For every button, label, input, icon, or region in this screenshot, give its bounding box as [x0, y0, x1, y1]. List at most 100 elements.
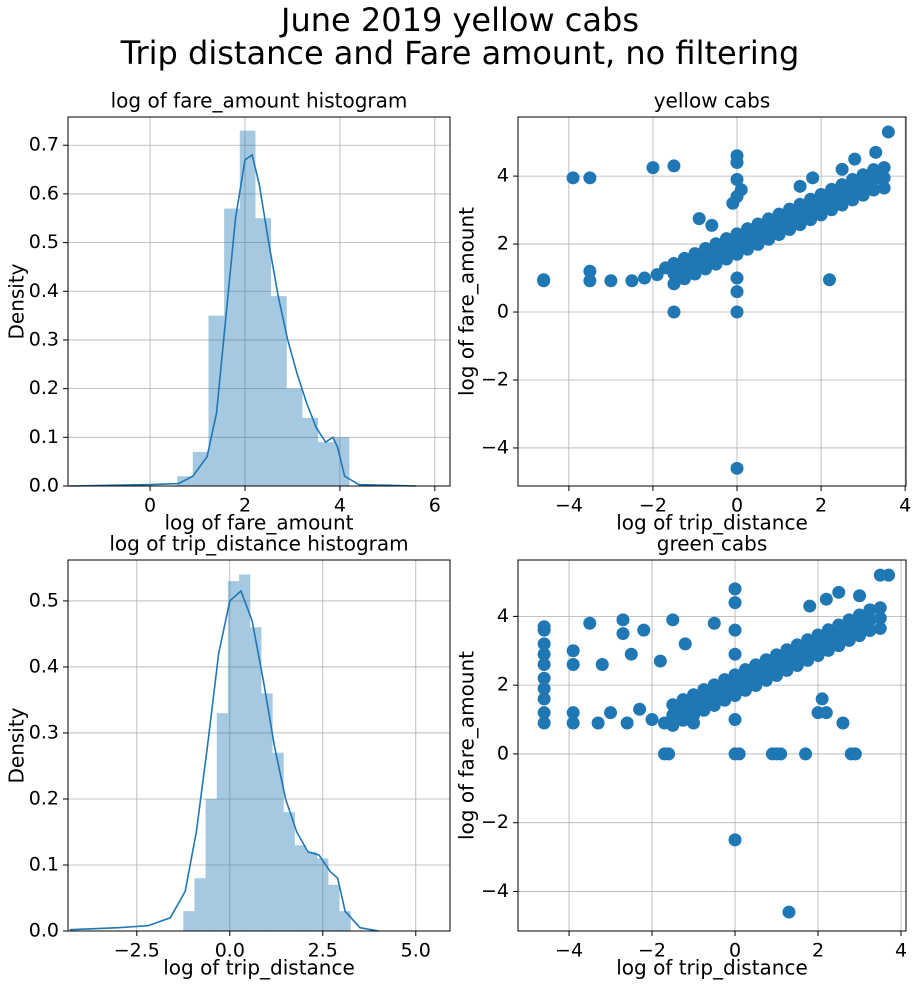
scatter-point [730, 247, 744, 261]
scatter-point [537, 637, 551, 651]
scatter-point [676, 713, 690, 727]
kde-line [69, 589, 379, 932]
scatter-point [720, 252, 734, 266]
scatter-point [604, 706, 618, 720]
scatter-point [873, 611, 887, 625]
scatter-point [770, 658, 784, 672]
histogram-bar [208, 315, 225, 486]
scatter-point [625, 274, 639, 288]
x-tick-label: 0 [731, 495, 743, 517]
histogram-bar [224, 208, 240, 487]
scatter-point [741, 232, 755, 246]
scatter-point [728, 688, 742, 702]
scatter-point [780, 663, 794, 677]
scatter-point [793, 179, 807, 193]
scatter-point [762, 232, 776, 246]
scatter-point [730, 173, 744, 187]
scatter-point [821, 633, 835, 647]
scatter-point [687, 688, 701, 702]
scatter-point [819, 592, 833, 606]
scatter-point [793, 218, 807, 232]
x-tick-label: 2 [239, 495, 251, 517]
scatter-point [707, 698, 721, 712]
scatter-point [772, 217, 786, 231]
x-axis-label: log of fare_amount [164, 511, 353, 535]
scatter-point [697, 703, 711, 717]
scatter-point [835, 162, 849, 176]
scatter-point [811, 628, 825, 642]
scatter-point [730, 227, 744, 241]
scatter-point [814, 208, 828, 222]
axes-frame [67, 116, 451, 487]
x-tick-label: 4 [895, 940, 907, 962]
scatter-point [537, 692, 551, 706]
scatter-point [811, 638, 825, 652]
scatter-point [718, 673, 732, 687]
scatter-point [836, 716, 850, 730]
scatter-point [709, 247, 723, 261]
scatter-point [676, 703, 690, 717]
scatter-point [783, 212, 797, 226]
y-tick-label: 4 [497, 605, 509, 627]
scatter-point [734, 183, 748, 197]
y-tick-label: 0.5 [29, 589, 59, 611]
scatter-point [835, 188, 849, 202]
x-tick-label: −4 [555, 940, 583, 962]
y-tick-label: 0 [497, 301, 509, 323]
scatter-point [822, 273, 836, 287]
scatter-point [728, 623, 742, 637]
scatter-point [676, 693, 690, 707]
scatter-point [814, 187, 828, 201]
scatter-point [806, 171, 820, 185]
scatter-point [677, 272, 691, 286]
y-tick-label: 0.3 [29, 721, 59, 743]
histogram-bar [205, 798, 217, 931]
kde-line [69, 153, 416, 487]
scatter-point [688, 247, 702, 261]
scatter-point [804, 202, 818, 216]
scatter-point [790, 638, 804, 652]
scatter-point [730, 305, 744, 319]
scatter-point [653, 654, 667, 668]
chart-title: log of fare_amount histogram [111, 89, 408, 113]
histogram-bar [216, 713, 228, 931]
scatter-point [856, 168, 870, 182]
histogram-bar [250, 627, 262, 931]
histogram-bar [302, 417, 319, 486]
scatter-point [667, 267, 681, 281]
y-tick-label: 0.1 [29, 426, 59, 448]
scatter-point [730, 156, 744, 170]
scatter-point [730, 461, 744, 475]
scatter-point [863, 623, 877, 637]
scatter-point [846, 173, 860, 187]
x-tick-label: −4 [555, 495, 583, 517]
scatter-point [583, 274, 597, 288]
scatter-point [730, 285, 744, 299]
scatter-point [709, 257, 723, 271]
scatter-point [537, 716, 551, 730]
scatter-point [666, 718, 680, 732]
scatter-point [645, 713, 659, 727]
scatter-point [633, 702, 647, 716]
scatter-point [728, 678, 742, 692]
scatter-point [801, 633, 815, 647]
scatter-point [604, 274, 618, 288]
scatter-point [705, 218, 719, 232]
histogram-bar [239, 130, 256, 486]
scatter-point [770, 648, 784, 662]
y-tick-label: 0.4 [29, 655, 59, 677]
scatter-point [687, 708, 701, 722]
scatter-point [616, 627, 630, 641]
y-tick-label: 0.1 [29, 853, 59, 875]
scatter-point [537, 682, 551, 696]
scatter-point [718, 683, 732, 697]
scatter-point [566, 716, 580, 730]
scatter-point [667, 159, 681, 173]
y-tick-label: −4 [481, 880, 509, 902]
scatter-point [873, 568, 887, 582]
scatter-point [801, 643, 815, 657]
scatter-point [853, 608, 867, 622]
scatter-point [832, 639, 846, 653]
